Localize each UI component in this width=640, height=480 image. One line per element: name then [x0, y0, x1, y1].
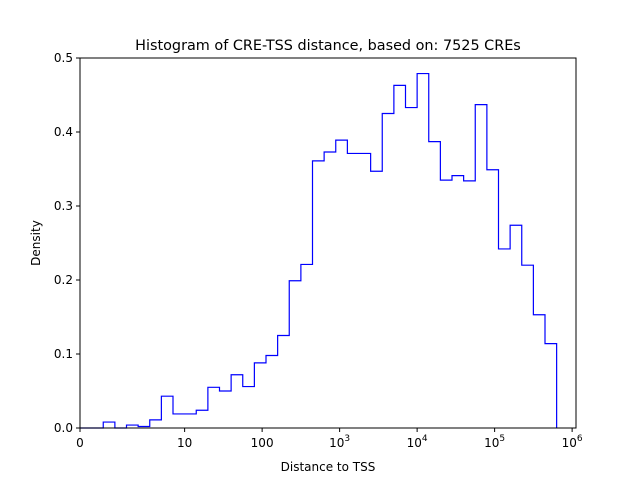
- x-tick-exponent: 3: [344, 434, 350, 444]
- y-tick-label: 0.2: [54, 273, 73, 287]
- y-axis: 0.0 0.1 0.2 0.3 0.4 0.5: [54, 51, 80, 435]
- y-tick-label: 0.0: [54, 421, 73, 435]
- histogram-step-line: [80, 72, 558, 429]
- x-tick-label: 0: [76, 436, 84, 450]
- y-tick-label: 0.5: [54, 51, 73, 65]
- x-tick-exponent: 5: [499, 434, 505, 444]
- axes-frame: [79, 57, 577, 429]
- y-tick-label: 0.1: [54, 347, 73, 361]
- plot-area: [80, 72, 558, 429]
- chart-title: Histogram of CRE-TSS distance, based on:…: [135, 38, 521, 54]
- x-tick-label: 100: [251, 436, 274, 450]
- y-tick-label: 0.4: [54, 125, 73, 139]
- x-axis-label: Distance to TSS: [281, 460, 376, 474]
- x-tick-exponent: 4: [422, 434, 428, 444]
- y-tick-label: 0.3: [54, 199, 73, 213]
- x-tick-exponent: 6: [577, 434, 583, 444]
- x-tick-label: 10: [177, 436, 192, 450]
- y-axis-label: Density: [29, 220, 43, 266]
